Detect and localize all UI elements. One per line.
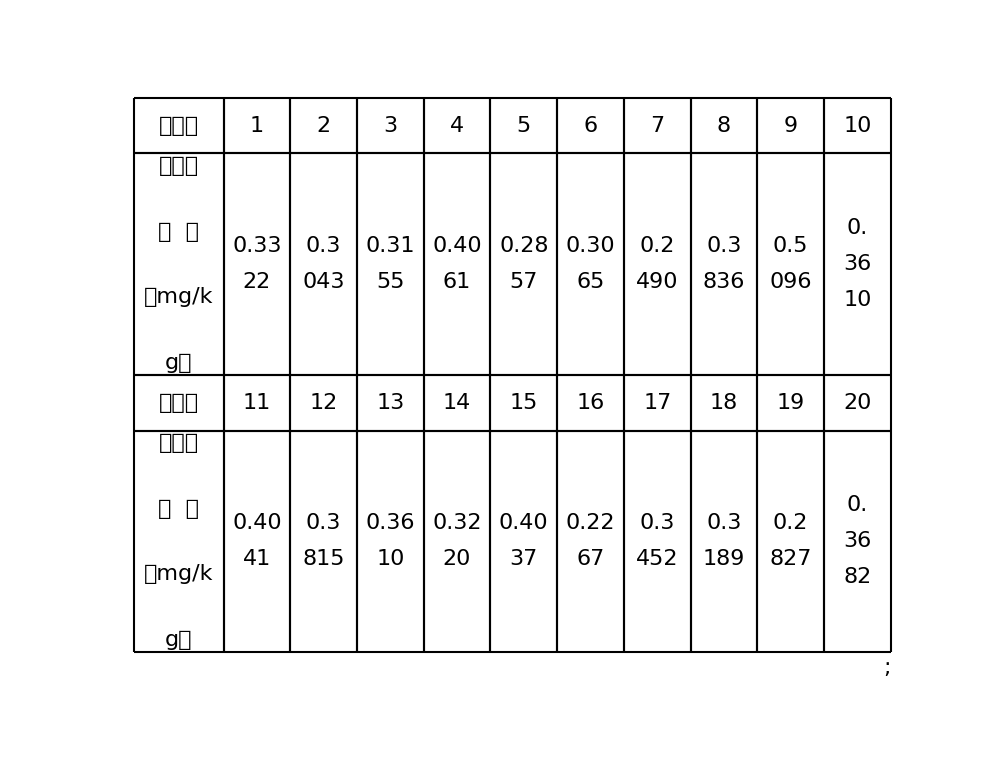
Text: 0.33
22: 0.33 22 [232,236,282,292]
Text: 0.5
096: 0.5 096 [769,236,812,292]
Text: 13: 13 [376,393,404,413]
Text: 11: 11 [243,393,271,413]
Text: 3: 3 [383,116,397,136]
Text: 16: 16 [576,393,605,413]
Text: 0.36
10: 0.36 10 [366,513,415,569]
Text: 土壤镶

含  量

（mg/k

g）: 土壤镶 含 量 （mg/k g） [144,433,214,650]
Text: ;: ; [883,658,891,678]
Text: 9: 9 [784,116,798,136]
Text: 0.32
20: 0.32 20 [432,513,482,569]
Text: 12: 12 [310,393,338,413]
Text: 0.
36
82: 0. 36 82 [843,496,871,587]
Text: 17: 17 [643,393,671,413]
Text: 2: 2 [317,116,331,136]
Text: 10: 10 [843,116,872,136]
Text: 0.2
490: 0.2 490 [636,236,678,292]
Text: 0.31
55: 0.31 55 [366,236,415,292]
Text: 6: 6 [583,116,598,136]
Text: 0.40
41: 0.40 41 [232,513,282,569]
Text: 0.22
67: 0.22 67 [566,513,615,569]
Text: 4: 4 [450,116,464,136]
Text: 18: 18 [710,393,738,413]
Text: 土壤镶

含  量

（mg/k

g）: 土壤镶 含 量 （mg/k g） [144,156,214,373]
Text: 样点号: 样点号 [159,393,199,413]
Text: 0.3
836: 0.3 836 [703,236,745,292]
Text: 14: 14 [443,393,471,413]
Text: 0.3
043: 0.3 043 [302,236,345,292]
Text: 0.40
37: 0.40 37 [499,513,549,569]
Text: 0.40
61: 0.40 61 [432,236,482,292]
Text: 0.28
57: 0.28 57 [499,236,549,292]
Text: 0.3
452: 0.3 452 [636,513,678,569]
Text: 5: 5 [517,116,531,136]
Text: 8: 8 [717,116,731,136]
Text: 0.
36
10: 0. 36 10 [843,219,872,310]
Text: 0.3
815: 0.3 815 [302,513,345,569]
Text: 样点号: 样点号 [159,116,199,136]
Text: 19: 19 [777,393,805,413]
Text: 7: 7 [650,116,664,136]
Text: 15: 15 [510,393,538,413]
Text: 0.3
189: 0.3 189 [703,513,745,569]
Text: 1: 1 [250,116,264,136]
Text: 0.2
827: 0.2 827 [769,513,812,569]
Text: 0.30
65: 0.30 65 [566,236,615,292]
Text: 20: 20 [843,393,872,413]
